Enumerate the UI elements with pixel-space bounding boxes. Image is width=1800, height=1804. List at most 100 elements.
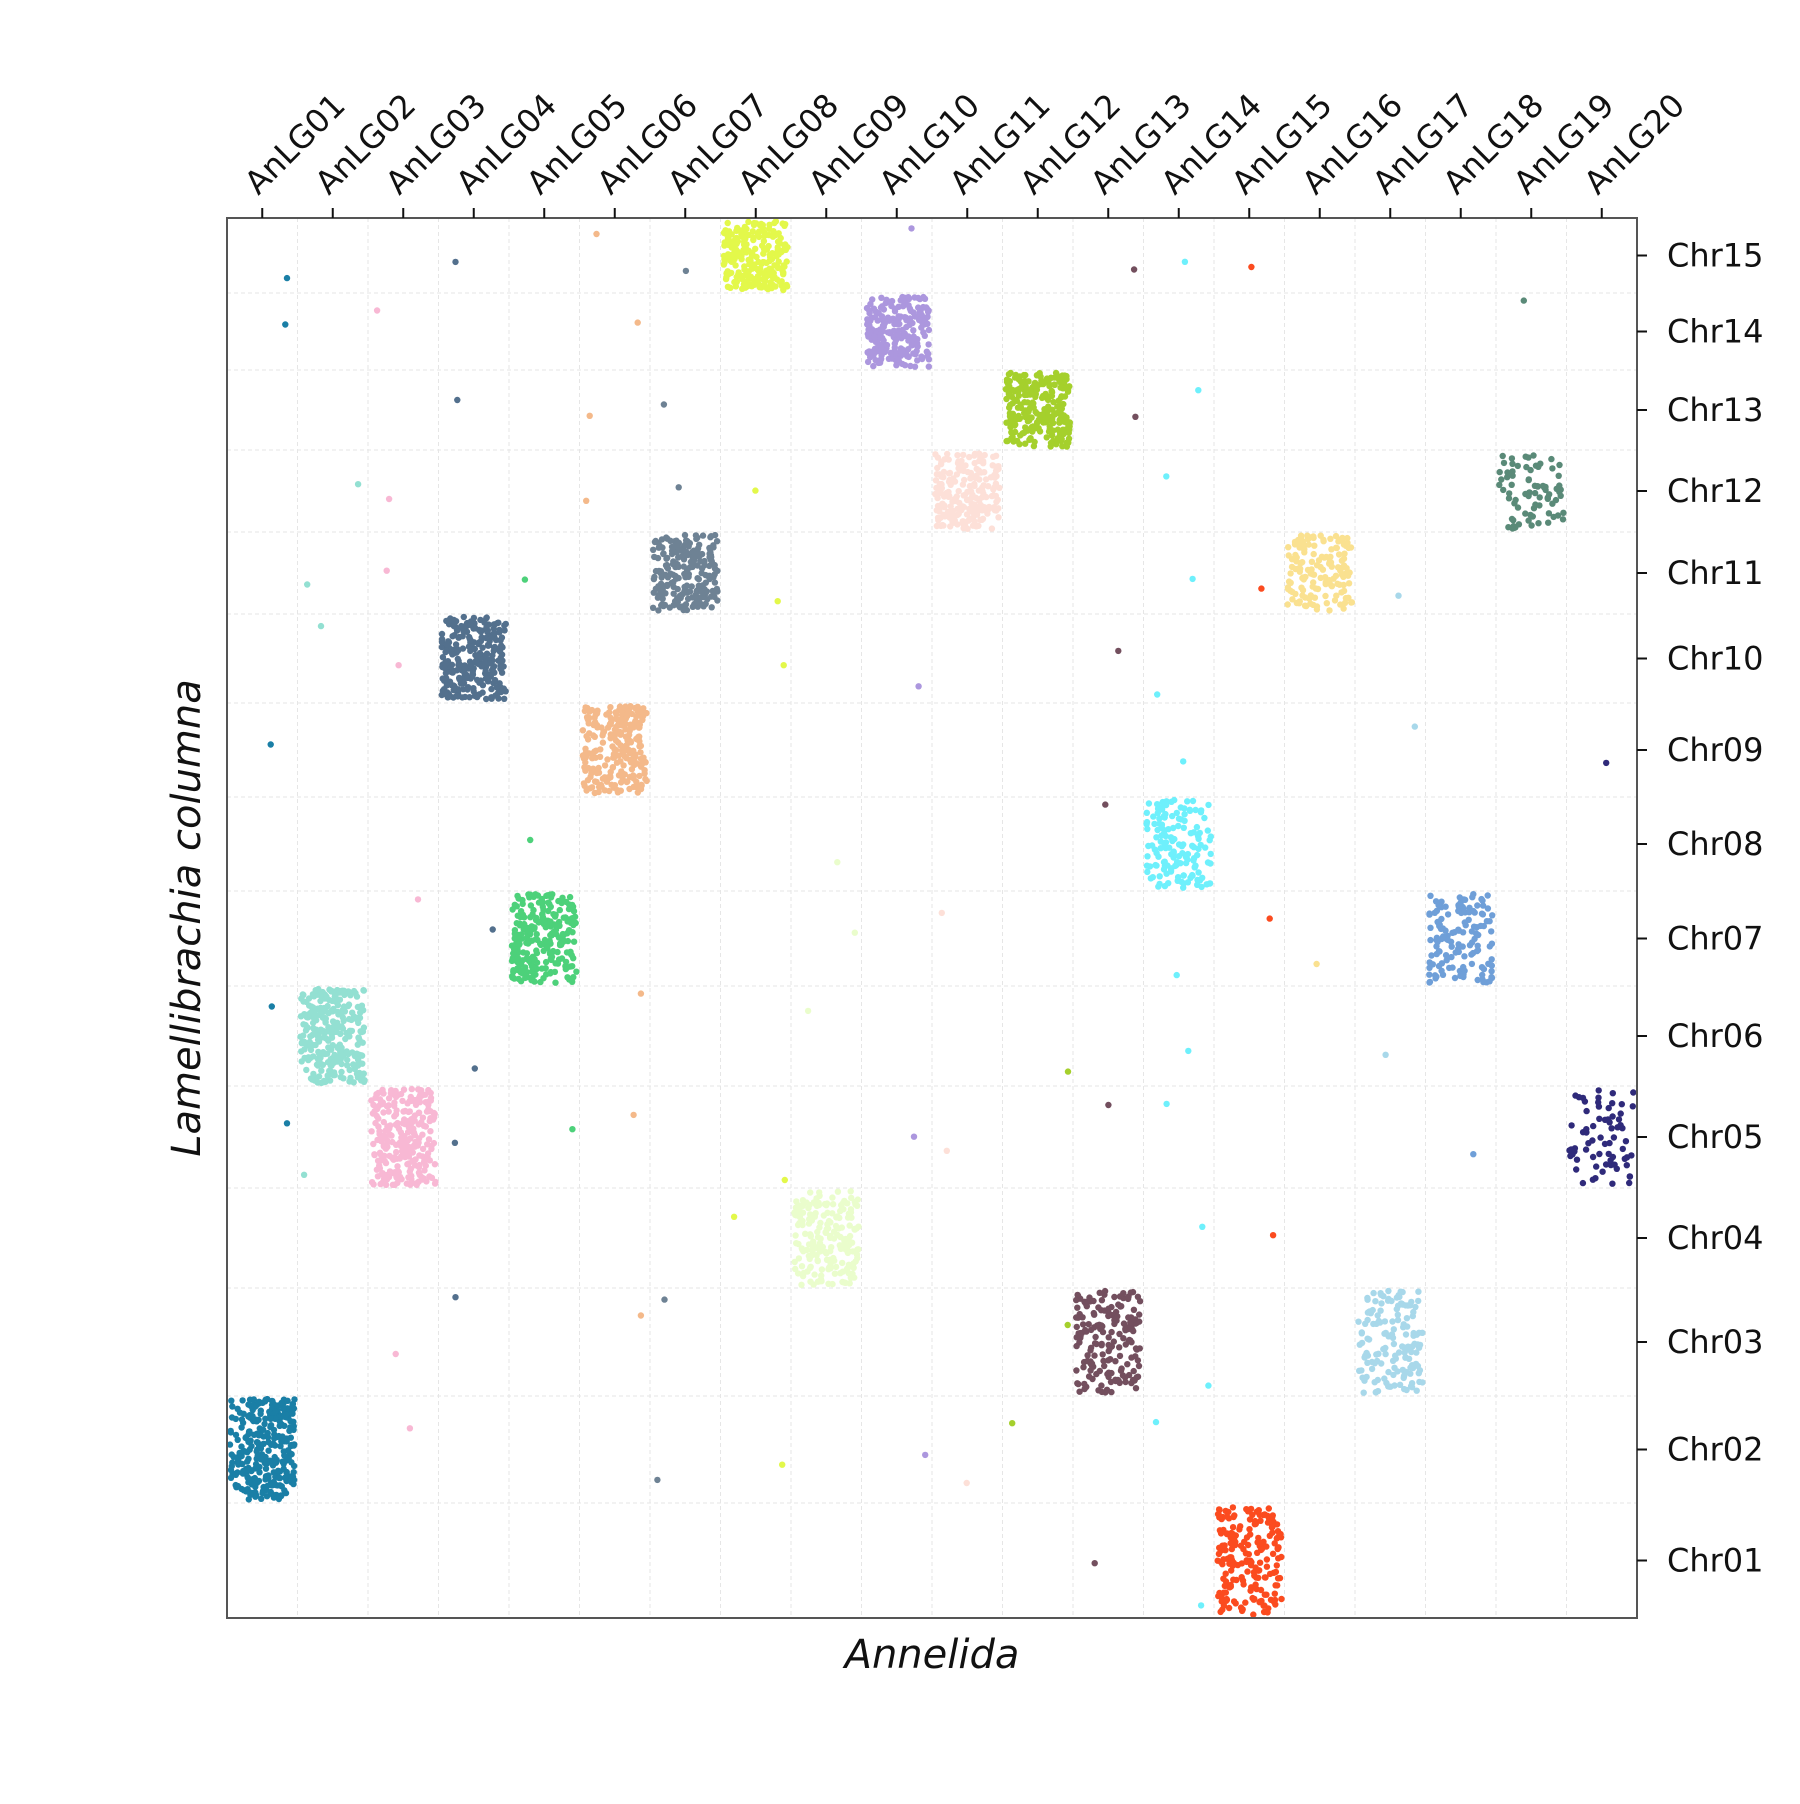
data-point <box>547 918 554 925</box>
data-point-scattered <box>1180 758 1187 765</box>
data-point <box>951 478 959 485</box>
data-point <box>1382 1329 1390 1337</box>
data-point <box>1496 468 1503 476</box>
data-point <box>1125 1337 1132 1345</box>
data-point <box>660 550 667 558</box>
data-point <box>1629 1103 1637 1110</box>
data-point <box>946 476 953 484</box>
data-point <box>1344 534 1351 542</box>
data-point <box>545 899 552 906</box>
data-point <box>760 245 768 253</box>
data-point <box>376 1149 384 1157</box>
data-point <box>1484 905 1492 912</box>
data-point <box>1116 1293 1124 1300</box>
data-point <box>358 1052 365 1059</box>
data-point <box>1440 933 1447 940</box>
data-point <box>883 341 891 349</box>
data-point-scattered <box>283 274 291 282</box>
data-point <box>1120 1335 1127 1342</box>
data-point <box>423 1178 430 1185</box>
data-point <box>438 630 446 638</box>
data-point <box>1233 1576 1240 1584</box>
data-point <box>609 743 616 750</box>
data-point <box>514 892 521 900</box>
data-point <box>1408 1384 1416 1391</box>
data-point <box>1334 580 1341 587</box>
data-point <box>1395 1292 1402 1299</box>
data-point <box>1195 869 1202 876</box>
data-point <box>1472 930 1480 937</box>
data-point <box>633 778 640 785</box>
data-point <box>283 1468 290 1476</box>
data-point <box>892 337 900 344</box>
data-point-scattered <box>1603 759 1610 767</box>
data-point <box>1237 1523 1244 1530</box>
data-point <box>1361 1354 1368 1361</box>
data-point <box>1228 1567 1235 1574</box>
data-point <box>250 1417 257 1425</box>
data-point <box>1182 853 1190 861</box>
data-point <box>1122 1327 1129 1334</box>
data-point <box>1394 1311 1402 1319</box>
data-point <box>312 1041 319 1049</box>
data-point <box>1360 1389 1367 1396</box>
data-point <box>1177 860 1184 867</box>
data-point <box>394 1163 401 1170</box>
data-point <box>1155 853 1162 860</box>
data-point <box>970 504 977 511</box>
data-point <box>1509 472 1516 479</box>
data-point <box>1163 798 1170 805</box>
data-point <box>1013 416 1020 423</box>
data-point-scattered <box>471 1065 478 1072</box>
data-point <box>1334 564 1342 571</box>
data-point <box>905 353 912 361</box>
data-point <box>1621 1155 1629 1163</box>
y-tick-label: Chr01 <box>1667 1542 1764 1580</box>
data-point <box>408 1085 415 1093</box>
data-point <box>668 547 676 555</box>
data-point <box>874 317 881 324</box>
data-point <box>1301 549 1308 556</box>
data-point <box>1116 1344 1123 1351</box>
data-point <box>355 1034 362 1041</box>
data-point <box>1486 918 1493 925</box>
data-point <box>1100 1357 1107 1365</box>
data-point <box>1372 1389 1380 1396</box>
data-point <box>1047 443 1054 450</box>
data-point <box>470 685 477 692</box>
data-point <box>469 671 477 678</box>
data-point <box>1514 504 1522 511</box>
data-point <box>847 1209 855 1216</box>
data-point <box>1273 1562 1281 1569</box>
data-point <box>452 623 459 631</box>
data-point-scattered <box>634 319 641 326</box>
data-point <box>567 919 575 926</box>
data-point <box>513 920 520 927</box>
data-point <box>383 1103 391 1110</box>
data-point <box>501 622 508 629</box>
data-point <box>1622 1138 1630 1145</box>
data-point <box>1181 811 1188 818</box>
data-point <box>1269 1523 1276 1531</box>
data-point <box>891 344 898 351</box>
data-point <box>1154 809 1162 817</box>
data-point <box>1108 1388 1115 1396</box>
data-point <box>1385 1368 1392 1376</box>
data-point <box>1269 1529 1276 1536</box>
data-point <box>1392 1352 1399 1359</box>
data-point <box>1136 1298 1144 1305</box>
data-point <box>1130 1316 1137 1323</box>
data-point <box>1596 1115 1603 1123</box>
y-tick-label: Chr05 <box>1667 1118 1764 1156</box>
data-point <box>1626 1179 1633 1187</box>
data-point-scattered <box>1091 1560 1098 1567</box>
data-point <box>1244 1568 1251 1575</box>
data-point <box>830 1228 838 1235</box>
data-point <box>236 1409 244 1416</box>
data-point <box>1227 1583 1235 1590</box>
data-point <box>1313 562 1321 569</box>
data-point <box>1527 466 1534 474</box>
data-point <box>1026 386 1034 394</box>
data-point <box>1255 1534 1262 1542</box>
data-point <box>1557 492 1564 499</box>
